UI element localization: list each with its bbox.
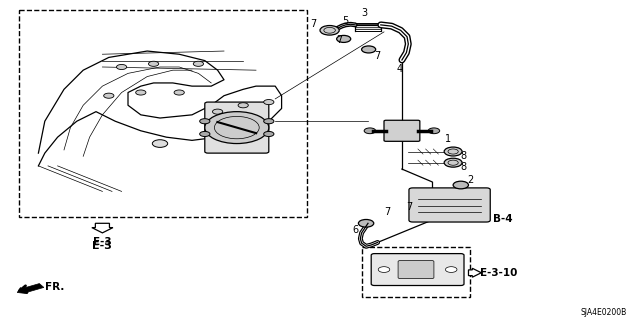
Circle shape xyxy=(445,267,457,272)
Text: 8: 8 xyxy=(461,151,467,161)
Circle shape xyxy=(205,112,269,144)
Text: 2: 2 xyxy=(467,175,474,185)
Text: 7: 7 xyxy=(374,51,381,61)
FancyArrow shape xyxy=(17,284,44,294)
Circle shape xyxy=(264,119,274,124)
Text: 6: 6 xyxy=(352,225,358,235)
FancyBboxPatch shape xyxy=(205,102,269,153)
Text: 7: 7 xyxy=(384,207,390,217)
Circle shape xyxy=(320,26,339,35)
Circle shape xyxy=(200,119,210,124)
Circle shape xyxy=(104,93,114,98)
Circle shape xyxy=(152,140,168,147)
FancyBboxPatch shape xyxy=(409,188,490,222)
Circle shape xyxy=(362,46,376,53)
Circle shape xyxy=(212,109,223,114)
Circle shape xyxy=(364,128,376,134)
Circle shape xyxy=(174,90,184,95)
Text: E-3-10: E-3-10 xyxy=(480,268,517,278)
Circle shape xyxy=(116,64,127,70)
Circle shape xyxy=(444,158,462,167)
Circle shape xyxy=(358,219,374,227)
Text: 3: 3 xyxy=(362,8,368,18)
Circle shape xyxy=(264,131,274,137)
Circle shape xyxy=(136,90,146,95)
FancyArrow shape xyxy=(468,268,481,277)
Circle shape xyxy=(148,61,159,66)
Circle shape xyxy=(193,61,204,66)
Text: E-3: E-3 xyxy=(93,237,112,248)
FancyBboxPatch shape xyxy=(384,120,420,141)
Text: SJA4E0200B: SJA4E0200B xyxy=(581,308,627,317)
Text: 7: 7 xyxy=(336,35,342,45)
Text: 1: 1 xyxy=(445,134,451,144)
FancyBboxPatch shape xyxy=(398,261,434,278)
Text: E-3: E-3 xyxy=(92,241,113,251)
FancyArrow shape xyxy=(92,223,113,233)
Text: 7: 7 xyxy=(310,19,317,29)
Circle shape xyxy=(378,267,390,272)
Circle shape xyxy=(238,103,248,108)
Circle shape xyxy=(200,131,210,137)
Circle shape xyxy=(444,147,462,156)
Text: 4: 4 xyxy=(397,63,403,74)
Text: 5: 5 xyxy=(342,16,349,26)
Text: FR.: FR. xyxy=(45,282,64,292)
FancyBboxPatch shape xyxy=(371,254,464,286)
Text: B-4: B-4 xyxy=(493,213,513,224)
Circle shape xyxy=(337,35,351,42)
Circle shape xyxy=(264,100,274,105)
Circle shape xyxy=(453,181,468,189)
Text: 7: 7 xyxy=(406,202,413,212)
Text: 8: 8 xyxy=(461,162,467,173)
Circle shape xyxy=(428,128,440,134)
